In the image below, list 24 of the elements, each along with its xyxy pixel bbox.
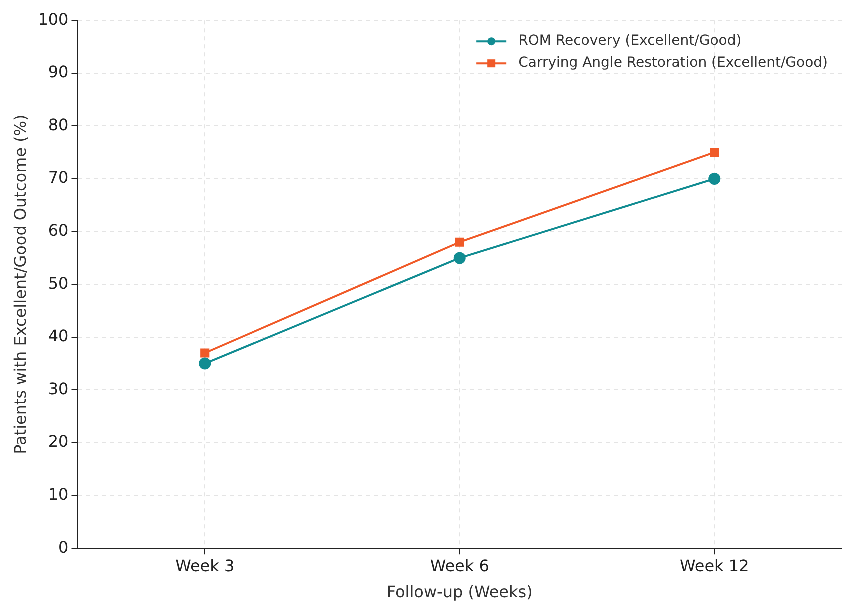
y-tick-label: 30: [48, 379, 69, 398]
x-tick-label: Week 12: [680, 556, 750, 576]
y-tick-label: 60: [48, 220, 69, 240]
y-tick-label: 40: [48, 326, 69, 346]
y-tick-label: 90: [48, 62, 69, 82]
y-tick-label: 100: [38, 10, 69, 29]
y-tick-label: 70: [48, 168, 69, 188]
point: [454, 252, 466, 264]
y-tick-label: 20: [48, 432, 69, 452]
legend-label: Carrying Angle Restoration (Excellent/Good): [518, 55, 828, 72]
x-tick-label: Week 3: [176, 556, 235, 576]
point: [710, 148, 720, 158]
x-tick-label: Week 6: [430, 556, 490, 576]
point: [200, 348, 210, 358]
y-axis-title: Patients with Excellent/Good Outcome (%): [10, 114, 30, 454]
x-axis-title: Follow-up (Weeks): [386, 582, 533, 602]
y-tick-label: 50: [48, 274, 69, 293]
y-tick-label: 0: [58, 538, 69, 557]
y-tick-label: 10: [48, 484, 69, 504]
point: [708, 173, 721, 185]
point: [199, 358, 212, 370]
y-tick-label: 80: [48, 115, 69, 134]
legend-label: ROM Recovery (Excellent/Good): [518, 33, 742, 50]
point: [455, 238, 464, 247]
